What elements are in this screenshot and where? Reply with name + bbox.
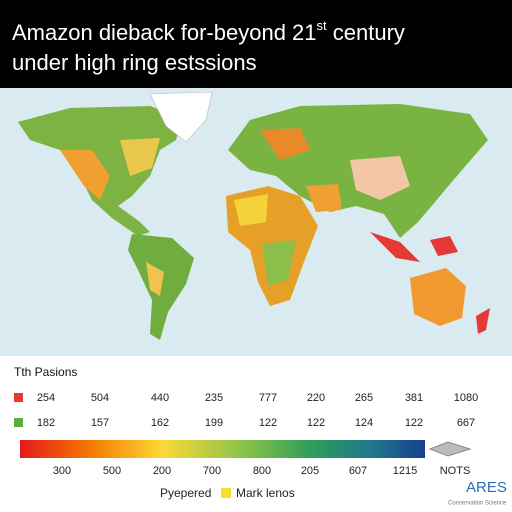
colorbar-label: 200 <box>153 465 171 477</box>
colorbar-label: 205 <box>301 465 319 477</box>
colorbar-label: 300 <box>53 465 71 477</box>
row-swatch <box>14 393 23 402</box>
table-cell: 122 <box>259 417 277 429</box>
row-swatch <box>14 418 23 427</box>
title-line2: under high ring estssions <box>12 50 257 75</box>
table-cell: 1080 <box>454 392 478 404</box>
legend-swatch <box>221 488 231 498</box>
table-cell: 440 <box>151 392 169 404</box>
table-cell: 122 <box>405 417 423 429</box>
table-cell: 777 <box>259 392 277 404</box>
table-cell: 504 <box>91 392 109 404</box>
title-line1: Amazon dieback for-beyond 21st century <box>12 18 405 44</box>
colorbar-label: 700 <box>203 465 221 477</box>
table-cell: 182 <box>37 417 55 429</box>
colorbar-label: 500 <box>103 465 121 477</box>
colorbar <box>20 440 425 458</box>
table-cell: 235 <box>205 392 223 404</box>
table-cell: 265 <box>355 392 373 404</box>
colorbar-label: NOTS <box>440 465 471 477</box>
colorbar-labels: 300 500 200 700 800 205 607 1215 NOTS <box>53 465 470 477</box>
colorbar-label: 607 <box>349 465 367 477</box>
table-title: Tth Pasions <box>14 365 77 379</box>
brand-subtitle: Conservation Science <box>448 501 507 507</box>
table-cell: 124 <box>355 417 373 429</box>
world-map <box>0 88 512 356</box>
table-cell: 122 <box>307 417 325 429</box>
colorbar-label: 800 <box>253 465 271 477</box>
legend-item: Mark lenos <box>236 486 295 500</box>
colorbar-label: 1215 <box>393 465 417 477</box>
legend-item: Pyepered <box>160 486 211 500</box>
table: 254 504 440 235 777 220 265 381 1080 182 157 162 199… <box>14 392 478 429</box>
table-cell: 220 <box>307 392 325 404</box>
table-cell: 199 <box>205 417 223 429</box>
table-cell: 157 <box>91 417 109 429</box>
table-cell: 381 <box>405 392 423 404</box>
header-bg <box>0 0 512 88</box>
table-cell: 254 <box>37 392 55 404</box>
brand-name: ARES <box>466 479 507 496</box>
colorbar-arrow <box>428 441 472 457</box>
table-cell: 667 <box>457 417 475 429</box>
table-cell: 162 <box>151 417 169 429</box>
